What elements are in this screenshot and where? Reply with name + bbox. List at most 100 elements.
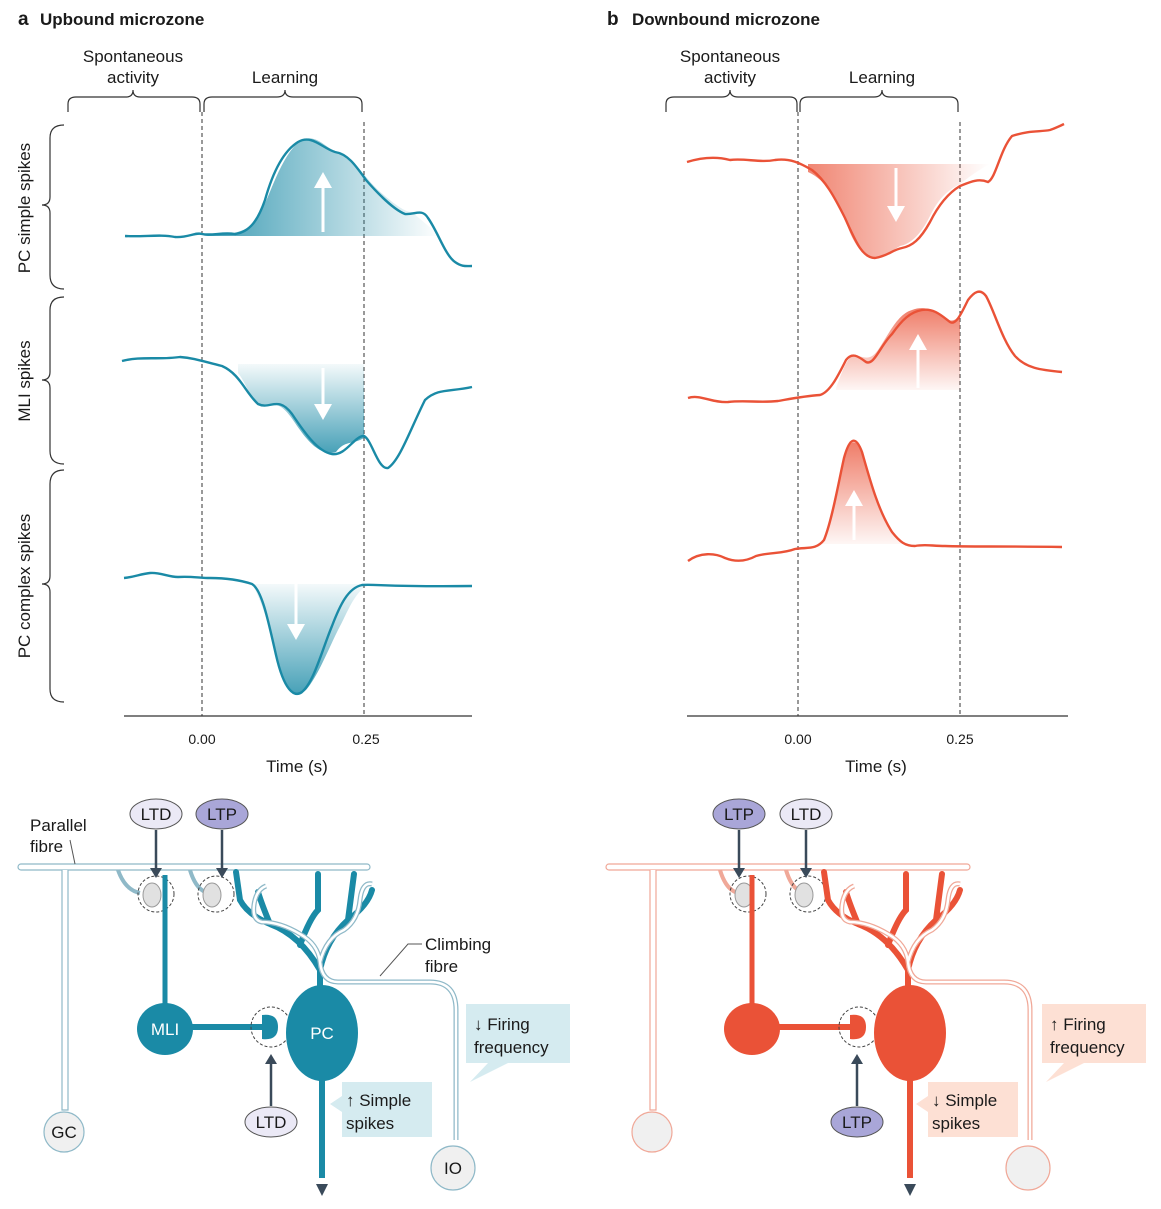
synapse-circle-2-a — [197, 875, 235, 913]
pc-dendrites-a — [233, 869, 375, 993]
climbing-fibre-label-1: Climbing — [425, 935, 491, 954]
circuit-a: Parallel fibre GC LTD LTP Climbing fibre… — [17, 798, 570, 1196]
badge-ltp-top-a-label: LTP — [207, 805, 237, 824]
synapse-circle-1-a — [137, 875, 175, 913]
pc-axon-arrowhead-a — [316, 1184, 328, 1196]
row-label-pc-simple: PC simple spikes — [15, 143, 34, 273]
callout-firing-b — [1042, 1004, 1146, 1082]
panel-a-complex-trace — [123, 571, 473, 695]
panel-a-brace-learning — [203, 89, 363, 112]
panel-b-brace-spontaneous — [665, 89, 798, 112]
panel-b-title: Downbound microzone — [632, 10, 820, 29]
io-label: IO — [444, 1159, 462, 1178]
gc-label: GC — [51, 1123, 77, 1142]
badge-arrowhead-2-b — [800, 868, 812, 878]
climbing-fibre-inner-b — [840, 882, 1032, 1140]
parallel-fibre-a — [17, 863, 371, 871]
panel-a-letter: a — [18, 9, 29, 30]
badge-arrowhead-3-b — [851, 1054, 863, 1064]
gc-axon-a — [61, 870, 69, 1111]
parallel-fibre-b — [605, 863, 971, 871]
badge-arrowhead-1-b — [733, 868, 745, 878]
bouton-1-a — [142, 882, 162, 908]
mli-label: MLI — [151, 1020, 179, 1039]
pc-label: PC — [310, 1024, 334, 1043]
badge-ltd-top-a — [129, 798, 183, 830]
panel-a-row-brace-1 — [41, 124, 65, 290]
synapse-circle-1-b — [729, 875, 767, 913]
panel-a-simple-arrowhead — [314, 172, 332, 188]
panel-a-title: Upbound microzone — [40, 10, 204, 29]
panel-b-phase-activity: activity — [704, 68, 756, 87]
gc-cell-a — [43, 1111, 85, 1153]
callout-firing-b-1: ↑ Firing — [1050, 1015, 1106, 1034]
mli-cell-b — [724, 1003, 780, 1055]
climbing-fibre-label-2: fibre — [425, 957, 458, 976]
panel-a-row-brace-3 — [41, 469, 65, 703]
mli-terminal-b — [850, 1014, 866, 1040]
badge-ltp-top-a — [195, 798, 249, 830]
panel-a-row-brace-2 — [41, 296, 65, 465]
panel-b-tick-025: 0.25 — [946, 731, 973, 747]
row-label-pc-complex: PC complex spikes — [15, 514, 34, 659]
gc-axon-b — [649, 870, 657, 1111]
bouton-2-a — [202, 882, 222, 908]
badge-arrowhead-1-a — [150, 868, 162, 878]
panel-b-x-label: Time (s) — [845, 757, 907, 776]
pc-dendrites-b — [821, 869, 963, 993]
badge-ltd-bottom-a — [244, 1106, 298, 1138]
climbing-fibre-callout-a — [379, 943, 422, 977]
panel-b-phase-learning: Learning — [849, 68, 915, 87]
badge-ltd-bottom-a-label: LTD — [256, 1113, 287, 1132]
io-cell-a — [430, 1145, 476, 1191]
badge-ltd-top-a-label: LTD — [141, 805, 172, 824]
panel-a-mli-trace — [121, 355, 473, 470]
climbing-fibre-inner-a — [252, 882, 458, 1140]
io-cell-b — [1005, 1145, 1051, 1191]
panel-a-mli-fill — [238, 364, 364, 453]
panel-a-complex-arrowhead — [287, 624, 305, 640]
panel-a-phase-activity: activity — [107, 68, 159, 87]
circuit-b: LTP LTD LTP ↑ Firing frequency ↓ Simple … — [605, 798, 1146, 1196]
badge-arrowhead-3-a — [265, 1054, 277, 1064]
panel-b-phase-spontaneous: Spontaneous — [680, 47, 780, 66]
badge-ltp-bottom-b-label: LTP — [842, 1113, 872, 1132]
callout-simple-a-1: ↑ Simple — [346, 1091, 411, 1110]
panel-a-mli-arrowhead — [314, 404, 332, 420]
callout-simple-b — [916, 1082, 1018, 1137]
panel-a-phase-learning: Learning — [252, 68, 318, 87]
badge-ltp-top-b-label: LTP — [724, 805, 754, 824]
badge-ltp-bottom-b — [830, 1106, 884, 1138]
panel-b-simple-arrowhead — [887, 206, 905, 222]
panel-b-tick-0: 0.00 — [784, 731, 811, 747]
panel-b-complex-trace — [687, 439, 1063, 562]
pc-cell-a — [286, 985, 358, 1081]
pc-axon-arrowhead-b — [904, 1184, 916, 1196]
panel-a-tick-0: 0.00 — [188, 731, 215, 747]
panel-b-letter: b — [607, 9, 619, 30]
panel-a-phase-spontaneous: Spontaneous — [83, 47, 183, 66]
mli-terminal-a — [262, 1014, 278, 1040]
callout-firing-a-1: ↓ Firing — [474, 1015, 530, 1034]
callout-firing-a-2: frequency — [474, 1038, 549, 1057]
panel-a-simple-trace — [124, 138, 473, 268]
panel-a-tick-025: 0.25 — [352, 731, 379, 747]
badge-ltd-top-b — [779, 798, 833, 830]
panel-b-mli-trace — [687, 290, 1063, 404]
panel-b-simple-trace — [686, 122, 1065, 260]
callout-simple-b-2: spikes — [932, 1114, 980, 1133]
callout-simple-a-2: spikes — [346, 1114, 394, 1133]
panel-b-complex-arrowhead — [845, 490, 863, 506]
callout-firing-a — [466, 1004, 570, 1082]
parallel-fibre-label-1: Parallel — [30, 816, 87, 835]
panel-b-mli-fill — [836, 308, 960, 390]
pf-branch-1-a — [116, 869, 141, 895]
panel-b-mli-arrowhead — [909, 334, 927, 350]
panel-a-x-label: Time (s) — [266, 757, 328, 776]
callout-simple-a — [330, 1082, 432, 1137]
parallel-fibre-label-2: fibre — [30, 837, 63, 856]
badge-ltd-top-b-label: LTD — [791, 805, 822, 824]
panel-a-complex-fill — [252, 584, 368, 694]
row-label-mli: MLI spikes — [15, 340, 34, 421]
